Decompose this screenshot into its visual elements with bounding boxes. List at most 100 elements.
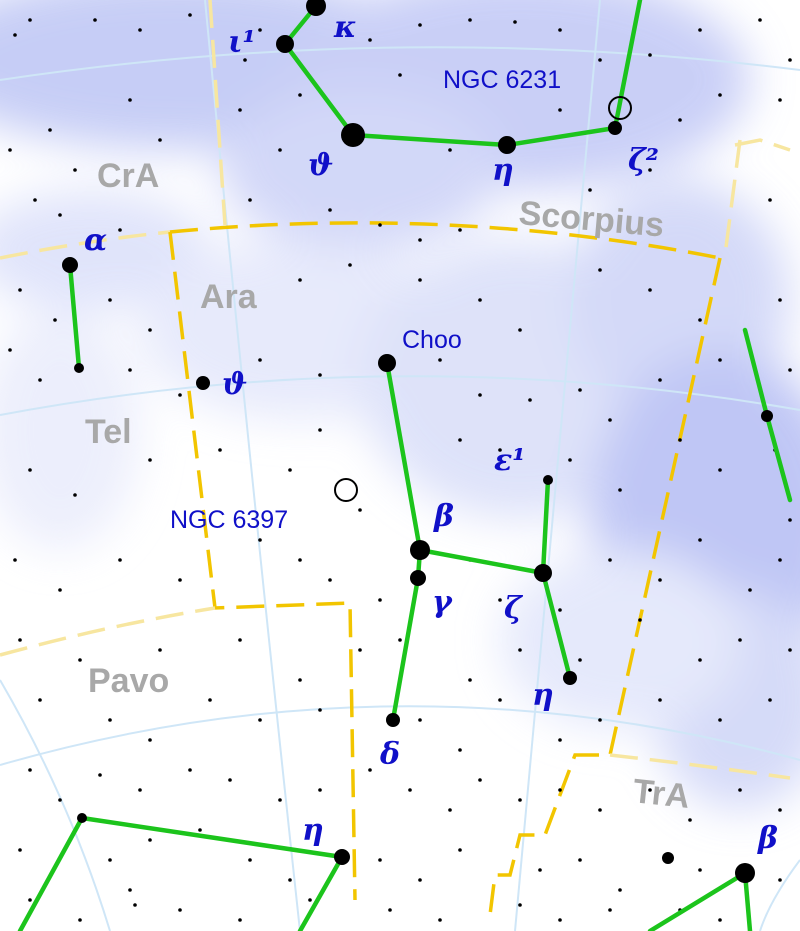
faint-star	[478, 393, 482, 397]
star-labels: ι¹ κ ϑ η ζ² α ϑ Choo ε¹ β γ ζ η δ η β NG…	[84, 10, 778, 856]
faint-star	[788, 518, 792, 522]
constellation-line	[612, 0, 643, 131]
bright-star	[498, 136, 516, 154]
bright-star	[334, 849, 350, 865]
faint-star	[378, 223, 382, 227]
bright-star	[410, 570, 426, 586]
label-eta-sco: η	[492, 153, 514, 188]
label-theta-sco: ϑ	[308, 148, 333, 183]
faint-star	[18, 848, 22, 852]
faint-star	[158, 648, 162, 652]
faint-star	[178, 908, 182, 912]
faint-star	[218, 448, 222, 452]
faint-star	[48, 128, 52, 132]
faint-star	[468, 18, 472, 22]
bright-star	[662, 852, 674, 864]
faint-star	[398, 638, 402, 642]
faint-star	[13, 33, 17, 37]
faint-star	[608, 558, 612, 562]
deep-sky-objects	[334, 96, 632, 502]
faint-star	[778, 298, 782, 302]
label-kappa-sco: κ	[333, 10, 357, 45]
faint-star	[558, 608, 562, 612]
faint-star	[788, 58, 792, 62]
bright-star	[62, 257, 78, 273]
faint-star	[558, 108, 562, 112]
faint-star	[378, 858, 382, 862]
faint-star	[148, 738, 152, 742]
bright-star	[276, 35, 294, 53]
faint-star	[608, 418, 612, 422]
faint-star	[318, 708, 322, 712]
label-zeta2-sco: ζ²	[628, 143, 659, 178]
faint-star	[208, 698, 212, 702]
faint-star	[178, 578, 182, 582]
faint-star	[33, 198, 37, 202]
bright-star	[761, 410, 773, 422]
faint-star	[578, 858, 582, 862]
faint-star	[128, 368, 132, 372]
faint-star	[243, 58, 247, 62]
constellation-name-ara: Ara	[200, 278, 258, 316]
constellation-name-cra: CrA	[97, 157, 159, 195]
faint-star	[648, 288, 652, 292]
faint-star	[658, 378, 662, 382]
faint-star	[678, 118, 682, 122]
constellation-line	[390, 575, 421, 723]
faint-star	[348, 263, 352, 267]
faint-star	[298, 678, 302, 682]
faint-star	[248, 858, 252, 862]
label-alpha-tel: α	[84, 223, 107, 258]
faint-star	[598, 58, 602, 62]
constellation-line	[504, 125, 618, 148]
faint-star	[418, 238, 422, 242]
faint-star	[698, 868, 702, 872]
constellation-line	[79, 815, 345, 860]
faint-star	[398, 73, 402, 77]
faint-star	[718, 718, 722, 722]
faint-star	[73, 168, 77, 172]
faint-star	[278, 798, 282, 802]
label-ngc6231: NGC 6231	[443, 66, 561, 94]
faint-star	[298, 558, 302, 562]
faint-star	[118, 228, 122, 232]
faint-star	[178, 393, 182, 397]
faint-star	[778, 878, 782, 882]
bright-star	[341, 123, 365, 147]
faint-star	[238, 108, 242, 112]
faint-star	[738, 788, 742, 792]
faint-star	[718, 358, 722, 362]
bright-star	[386, 713, 400, 727]
label-beta-ara: β	[433, 499, 454, 534]
label-iota1-sco: ι¹	[228, 25, 256, 60]
faint-star	[258, 538, 262, 542]
constellation-boundaries	[0, 0, 791, 916]
label-eta-ara: η	[532, 678, 554, 713]
faint-star	[148, 838, 152, 842]
faint-star	[28, 18, 32, 22]
faint-star	[133, 903, 137, 907]
bright-star	[74, 363, 84, 373]
faint-star	[258, 358, 262, 362]
bright-star	[378, 354, 396, 372]
constellation-line	[17, 815, 85, 931]
faint-star	[13, 558, 17, 562]
faint-star	[38, 698, 42, 702]
constellation-line	[540, 477, 551, 576]
label-gamma-ara: γ	[432, 585, 453, 620]
constellation-line	[647, 870, 748, 931]
faint-star	[478, 298, 482, 302]
bright-star	[410, 540, 430, 560]
faint-star	[158, 138, 162, 142]
faint-star	[598, 268, 602, 272]
faint-star	[28, 768, 32, 772]
faint-star	[378, 598, 382, 602]
faint-star	[128, 98, 132, 102]
faint-star	[638, 618, 642, 622]
faint-star	[98, 773, 102, 777]
faint-star	[698, 658, 702, 662]
faint-star	[698, 318, 702, 322]
faint-star	[518, 903, 522, 907]
faint-star	[658, 578, 662, 582]
